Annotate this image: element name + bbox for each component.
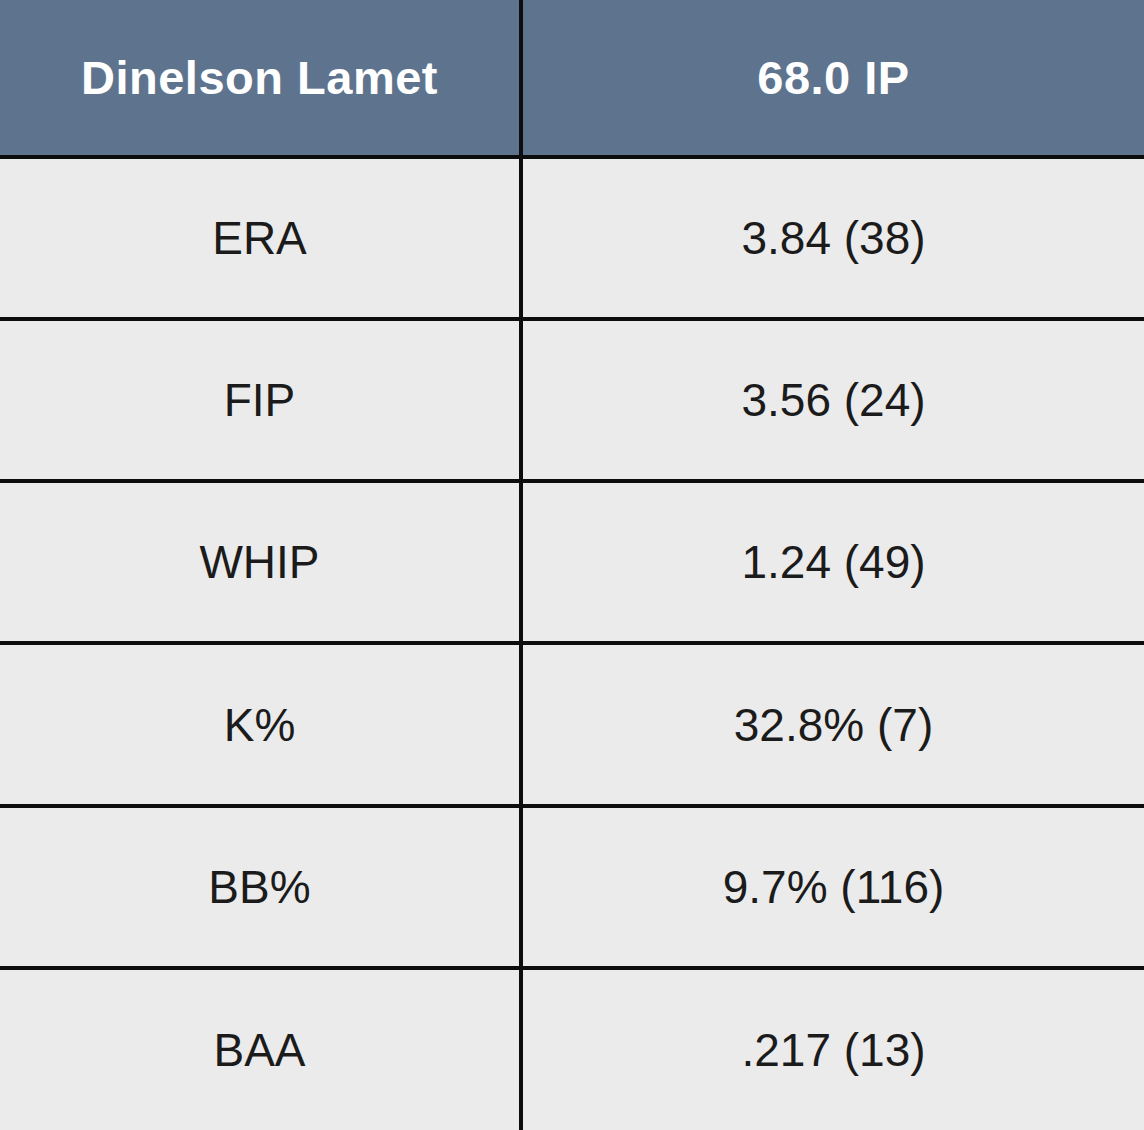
table-row: K%32.8% (7): [0, 643, 1144, 805]
stat-value: 3.84 (38): [521, 157, 1144, 319]
stat-value: 1.24 (49): [521, 481, 1144, 643]
stat-label: K%: [0, 643, 521, 805]
stat-label: BB%: [0, 806, 521, 968]
table-row: BB%9.7% (116): [0, 806, 1144, 968]
stat-value: 9.7% (116): [521, 806, 1144, 968]
table-row: BAA.217 (13): [0, 968, 1144, 1130]
table-row: FIP3.56 (24): [0, 319, 1144, 481]
player-name-header: Dinelson Lamet: [0, 0, 521, 157]
table-row: WHIP1.24 (49): [0, 481, 1144, 643]
stat-label: ERA: [0, 157, 521, 319]
stat-label: BAA: [0, 968, 521, 1130]
table-row: ERA3.84 (38): [0, 157, 1144, 319]
stat-label: WHIP: [0, 481, 521, 643]
stat-value: .217 (13): [521, 968, 1144, 1130]
stat-rows: ERA3.84 (38)FIP3.56 (24)WHIP1.24 (49)K%3…: [0, 157, 1144, 1130]
stat-value: 32.8% (7): [521, 643, 1144, 805]
stat-value: 3.56 (24): [521, 319, 1144, 481]
header-row: Dinelson Lamet 68.0 IP: [0, 0, 1144, 157]
stat-label: FIP: [0, 319, 521, 481]
innings-pitched-header: 68.0 IP: [521, 0, 1144, 157]
player-stat-table: Dinelson Lamet 68.0 IP ERA3.84 (38)FIP3.…: [0, 0, 1144, 1130]
